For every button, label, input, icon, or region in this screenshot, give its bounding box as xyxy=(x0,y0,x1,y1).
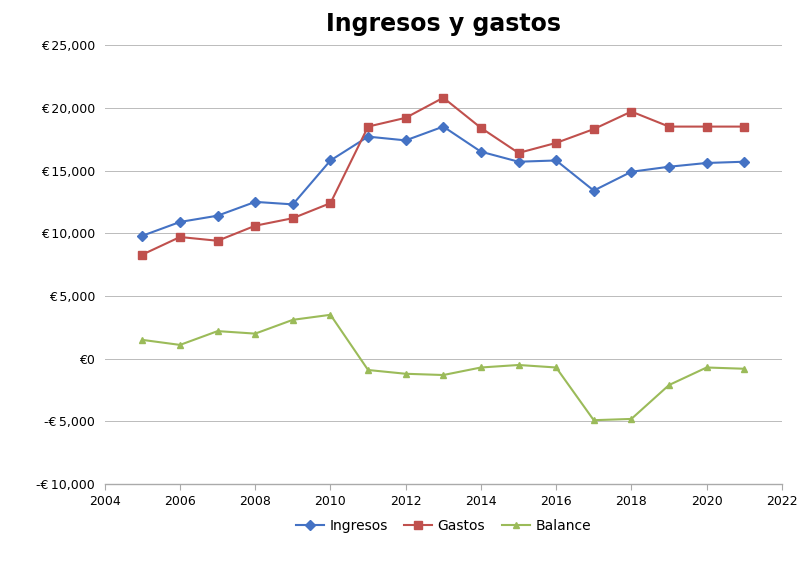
Gastos xyxy=(175,234,185,240)
Line: Gastos: Gastos xyxy=(138,93,749,259)
Gastos xyxy=(513,150,523,157)
Gastos xyxy=(702,123,712,130)
Ingresos xyxy=(664,163,674,170)
Ingresos xyxy=(288,201,297,208)
Line: Balance: Balance xyxy=(139,311,748,424)
Balance xyxy=(288,316,297,323)
Ingresos xyxy=(138,233,147,239)
Balance xyxy=(213,328,222,334)
Balance xyxy=(401,370,410,377)
Ingresos xyxy=(702,159,712,166)
Title: Ingresos y gastos: Ingresos y gastos xyxy=(326,12,561,36)
Legend: Ingresos, Gastos, Balance: Ingresos, Gastos, Balance xyxy=(290,513,596,539)
Balance xyxy=(664,382,674,388)
Ingresos xyxy=(213,212,222,219)
Gastos xyxy=(364,123,373,130)
Balance xyxy=(551,364,561,371)
Ingresos xyxy=(401,137,410,144)
Gastos xyxy=(138,251,147,258)
Line: Ingresos: Ingresos xyxy=(139,123,748,239)
Gastos xyxy=(589,126,599,132)
Gastos xyxy=(401,114,410,121)
Balance xyxy=(364,367,373,373)
Ingresos xyxy=(513,158,523,165)
Gastos xyxy=(288,215,297,222)
Balance xyxy=(513,361,523,368)
Balance xyxy=(138,337,147,343)
Gastos xyxy=(476,124,486,131)
Balance xyxy=(438,372,448,378)
Gastos xyxy=(626,108,636,115)
Balance xyxy=(326,311,335,318)
Gastos xyxy=(551,140,561,146)
Balance xyxy=(476,364,486,371)
Ingresos xyxy=(326,157,335,164)
Balance xyxy=(626,415,636,422)
Balance xyxy=(251,330,260,337)
Ingresos xyxy=(364,133,373,140)
Ingresos xyxy=(739,158,749,165)
Balance xyxy=(702,364,712,371)
Ingresos xyxy=(175,218,185,225)
Ingresos xyxy=(251,199,260,205)
Gastos xyxy=(251,222,260,229)
Ingresos xyxy=(626,168,636,175)
Ingresos xyxy=(476,148,486,155)
Gastos xyxy=(326,200,335,207)
Gastos xyxy=(213,238,222,244)
Ingresos xyxy=(551,157,561,164)
Gastos xyxy=(739,123,749,130)
Gastos xyxy=(664,123,674,130)
Gastos xyxy=(438,95,448,101)
Balance xyxy=(589,417,599,423)
Balance xyxy=(739,365,749,372)
Ingresos xyxy=(438,123,448,130)
Balance xyxy=(175,342,185,348)
Ingresos xyxy=(589,187,599,194)
